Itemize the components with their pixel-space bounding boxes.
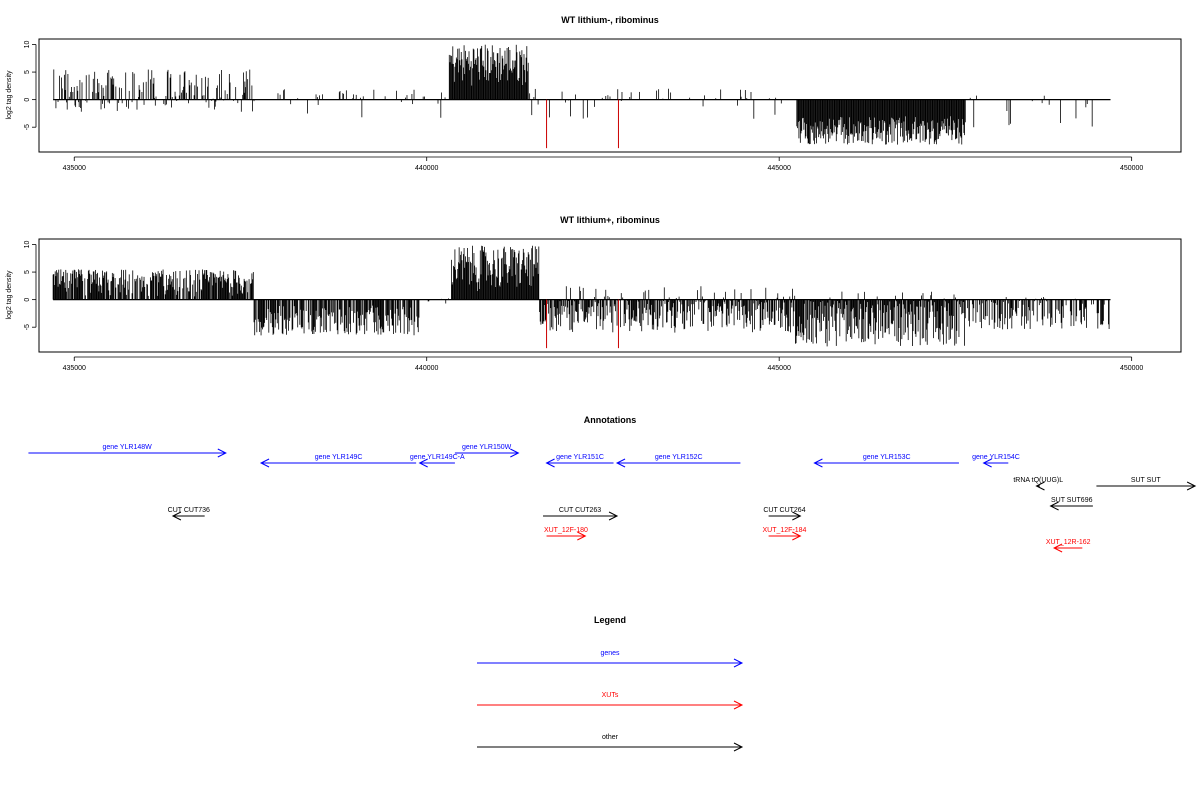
legend-entry-genes: genes (477, 650, 744, 668)
feature-cut-cut264: CUT CUT264 (763, 507, 806, 521)
feature-xut-12f-184: XUT_12F-184 (762, 527, 807, 541)
y-axis: -5 0 5 10 (24, 41, 37, 130)
feature-arrowhead (982, 458, 992, 468)
y-axis-label: log2 tag density (6, 270, 13, 320)
feature-arrowhead (813, 458, 823, 468)
x-tick-label: 435000 (63, 165, 86, 172)
feature-gene-ylr149c: gene YLR149C (259, 454, 417, 468)
feature-arrowhead (1035, 481, 1045, 491)
feature-arrowhead (615, 458, 626, 468)
feature-label: CUT CUT264 (763, 507, 805, 514)
feature-label: XUT_12F-180 (544, 527, 588, 534)
feature-label: gene YLR153C (863, 454, 911, 461)
feature-xut-12r-162: XUT_12R-162 (1046, 539, 1091, 553)
y-axis-label: log2 tag density (6, 70, 13, 120)
y-tick-label: 0 (24, 298, 31, 302)
feature-label: XUT_12F-184 (762, 527, 806, 534)
y-tick-label: -5 (24, 124, 31, 130)
panel-title: WT lithium-, ribominus (561, 15, 659, 25)
feature-gene-ylr151c: gene YLR151C (545, 454, 614, 468)
legend: Legend genes XUTs other (477, 615, 744, 752)
feature-label: gene YLR149C (315, 454, 363, 461)
density-bars (52, 245, 1111, 349)
x-tick-label: 450000 (1120, 365, 1143, 372)
panel-title: WT lithium+, ribominus (560, 215, 660, 225)
feature-xut-12f-180: XUT_12F-180 (544, 527, 588, 541)
x-axis: 435000 440000 445000 450000 (63, 356, 1143, 372)
feature-label: gene YLR148W (102, 444, 152, 451)
y-tick-label: 10 (24, 241, 31, 249)
feature-gene-ylr148w: gene YLR148W (28, 444, 227, 458)
y-axis: -5 0 5 10 (24, 241, 37, 330)
density-panel-lithium-plus: WT lithium+, ribominus log2 tag density … (6, 215, 1182, 372)
feature-arrowhead (171, 511, 182, 521)
x-tick-label: 445000 (768, 365, 791, 372)
feature-arrowhead (577, 531, 587, 541)
x-tick-label: 440000 (415, 365, 438, 372)
legend-label: genes (600, 650, 620, 657)
feature-sut-sut696: SUT SUT696 (1049, 497, 1093, 511)
legend-entry-xuts: XUTs (477, 692, 744, 710)
feature-arrowhead (217, 448, 227, 458)
feature-trna-tq-uug-l: tRNA tQ(UUG)L (1013, 477, 1063, 491)
legend-label: XUTs (602, 692, 619, 699)
feature-cut-cut263: CUT CUT263 (543, 507, 619, 521)
feature-label: XUT_12R-162 (1046, 539, 1091, 546)
feature-gene-ylr153c: gene YLR153C (813, 454, 959, 468)
feature-arrowhead (418, 458, 428, 468)
feature-arrowhead (1052, 543, 1063, 553)
feature-gene-ylr149c-a: gene YLR149C-A (410, 454, 465, 468)
feature-arrowhead (792, 511, 802, 521)
feature-label: gene YLR152C (655, 454, 703, 461)
legend-entry-other: other (477, 734, 744, 752)
feature-label: gene YLR151C (556, 454, 604, 461)
plot-frame (38, 238, 1182, 353)
feature-arrowhead (1049, 501, 1059, 511)
feature-arrowhead (259, 458, 270, 468)
feature-label: SUT SUT696 (1051, 497, 1093, 504)
annotations-title: Annotations (584, 415, 637, 425)
feature-list: gene YLR148W gene YLR149C gene YLR149C-A ge… (28, 444, 1197, 553)
feature-arrowhead (510, 448, 520, 458)
legend-arrowhead (733, 742, 744, 752)
feature-arrowhead (1186, 481, 1197, 491)
legend-label: other (602, 734, 619, 741)
feature-arrowhead (792, 531, 802, 541)
feature-label: tRNA tQ(UUG)L (1013, 477, 1063, 484)
feature-sut-sut: SUT SUT (1096, 477, 1197, 491)
feature-label: gene YLR154C (972, 454, 1020, 461)
x-tick-label: 435000 (63, 365, 86, 372)
y-tick-label: 5 (24, 70, 31, 74)
feature-arrowhead (545, 458, 555, 468)
legend-entries: genes XUTs other (477, 650, 744, 752)
feature-cut-cut736: CUT CUT736 (168, 507, 210, 521)
feature-gene-ylr152c: gene YLR152C (615, 454, 741, 468)
feature-label: gene YLR150W (462, 444, 512, 451)
feature-label: SUT SUT (1131, 477, 1162, 484)
legend-title: Legend (594, 615, 626, 625)
feature-gene-ylr154c: gene YLR154C (972, 454, 1020, 468)
feature-label: CUT CUT263 (559, 507, 601, 514)
y-tick-label: -5 (24, 324, 31, 330)
y-tick-label: 0 (24, 98, 31, 102)
legend-arrowhead (733, 700, 744, 710)
feature-gene-ylr150w: gene YLR150W (454, 444, 520, 458)
feature-label: CUT CUT736 (168, 507, 210, 514)
plot-frame (38, 38, 1182, 153)
x-axis: 435000 440000 445000 450000 (63, 156, 1143, 172)
legend-arrowhead (733, 658, 744, 668)
feature-label: gene YLR149C-A (410, 454, 465, 461)
y-tick-label: 10 (24, 41, 31, 49)
x-tick-label: 445000 (768, 165, 791, 172)
x-tick-label: 440000 (415, 165, 438, 172)
x-tick-label: 450000 (1120, 165, 1143, 172)
y-tick-label: 5 (24, 270, 31, 274)
density-panel-lithium-minus: WT lithium-, ribominus log2 tag density … (6, 15, 1182, 172)
density-bars (53, 44, 1111, 149)
feature-arrowhead (608, 511, 619, 521)
